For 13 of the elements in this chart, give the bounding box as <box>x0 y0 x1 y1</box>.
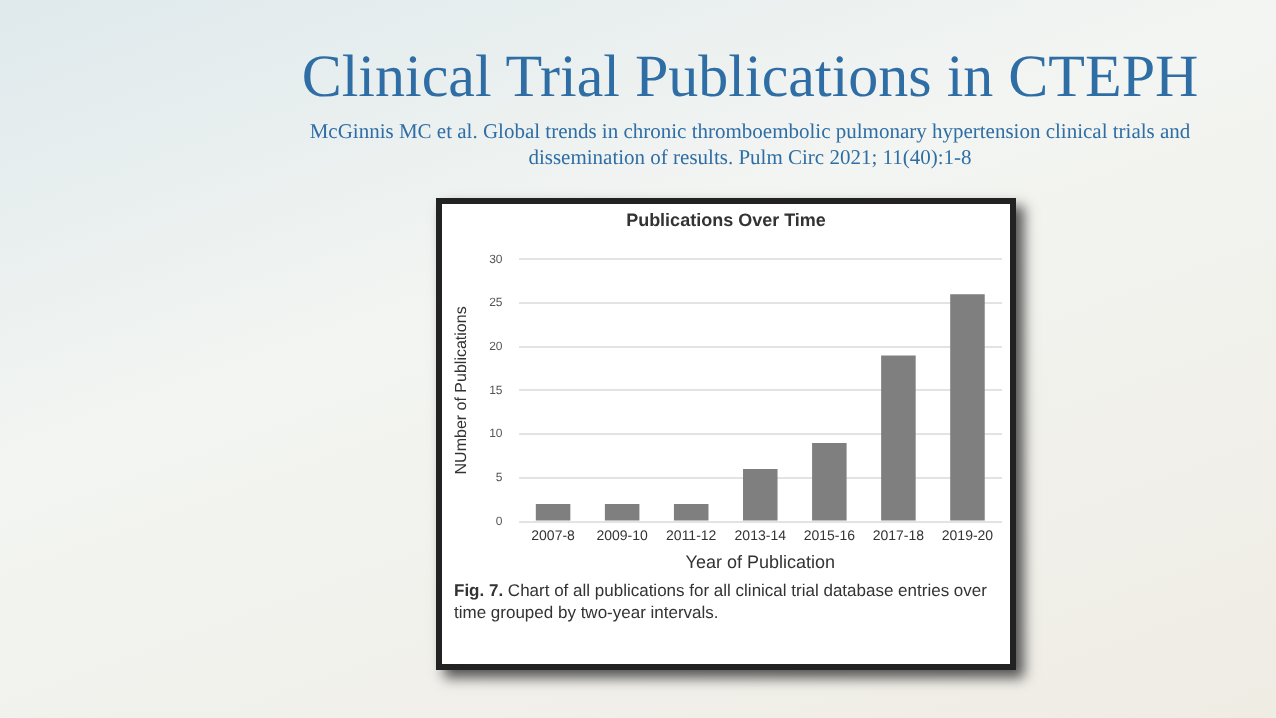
bar <box>743 469 778 521</box>
bar <box>604 504 640 521</box>
caption: Fig. 7. Chart of all publications for all clinical trial database entries over time grouped by two-year intervals. <box>454 580 989 624</box>
bar <box>812 442 847 521</box>
bar <box>535 504 571 521</box>
x-axis-title: Year of Publication <box>685 552 836 573</box>
text: Publications Over Time <box>624 210 828 230</box>
chart-subtitle: McGinnis MC et al. Global trends in chronic thromboembolic pulmonary hypertension clinical trials and dissemination of results. Pulm Circ 2021; 11(40):1-8 <box>307 120 1193 172</box>
chart-title: Clinical Trial Publications in CTEPH <box>299 44 1201 112</box>
bar <box>950 294 985 521</box>
bar <box>881 355 916 521</box>
y-axis-title: NUmber of Publications <box>452 306 471 475</box>
bar <box>673 504 709 521</box>
